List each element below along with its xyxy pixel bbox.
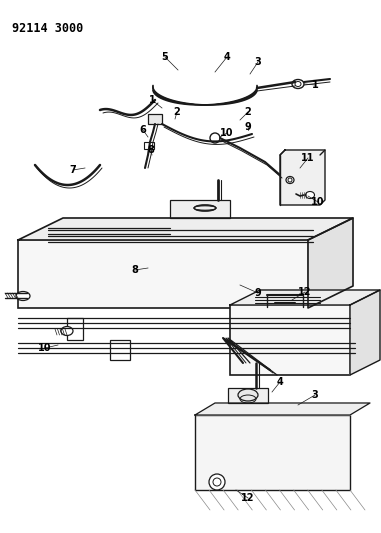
Text: 9: 9: [255, 288, 261, 298]
Ellipse shape: [306, 191, 314, 198]
Text: 2: 2: [245, 107, 251, 117]
Ellipse shape: [286, 176, 294, 183]
Text: 10: 10: [220, 128, 234, 138]
Text: 4: 4: [224, 52, 231, 62]
Text: 9: 9: [245, 122, 251, 132]
FancyBboxPatch shape: [148, 114, 162, 124]
Text: 7: 7: [70, 165, 76, 175]
Polygon shape: [18, 218, 353, 240]
Ellipse shape: [16, 292, 30, 301]
Ellipse shape: [209, 474, 225, 490]
Text: 5: 5: [162, 52, 168, 62]
Text: 8: 8: [147, 145, 154, 155]
Ellipse shape: [288, 178, 292, 182]
FancyBboxPatch shape: [230, 305, 350, 375]
Text: 8: 8: [131, 265, 138, 275]
Polygon shape: [280, 150, 325, 205]
Text: 3: 3: [255, 57, 261, 67]
Text: 2: 2: [174, 107, 180, 117]
Text: 3: 3: [312, 390, 319, 400]
Text: 1: 1: [149, 95, 155, 105]
Polygon shape: [230, 290, 380, 305]
Text: 1: 1: [312, 80, 319, 90]
Ellipse shape: [61, 327, 73, 335]
Text: 11: 11: [301, 153, 315, 163]
FancyBboxPatch shape: [18, 240, 308, 308]
Text: 12: 12: [241, 493, 255, 503]
FancyBboxPatch shape: [170, 200, 230, 218]
Ellipse shape: [213, 478, 221, 486]
FancyBboxPatch shape: [228, 388, 268, 403]
Text: 6: 6: [139, 125, 146, 135]
Text: 12: 12: [298, 287, 312, 297]
Text: 92114 3000: 92114 3000: [12, 22, 83, 35]
Text: 4: 4: [277, 377, 283, 387]
Polygon shape: [308, 218, 353, 308]
Ellipse shape: [210, 133, 220, 143]
Polygon shape: [195, 403, 370, 415]
Text: 10: 10: [38, 343, 52, 353]
Text: 10: 10: [311, 197, 325, 207]
Ellipse shape: [238, 389, 258, 401]
FancyBboxPatch shape: [195, 415, 350, 490]
Polygon shape: [350, 290, 380, 375]
